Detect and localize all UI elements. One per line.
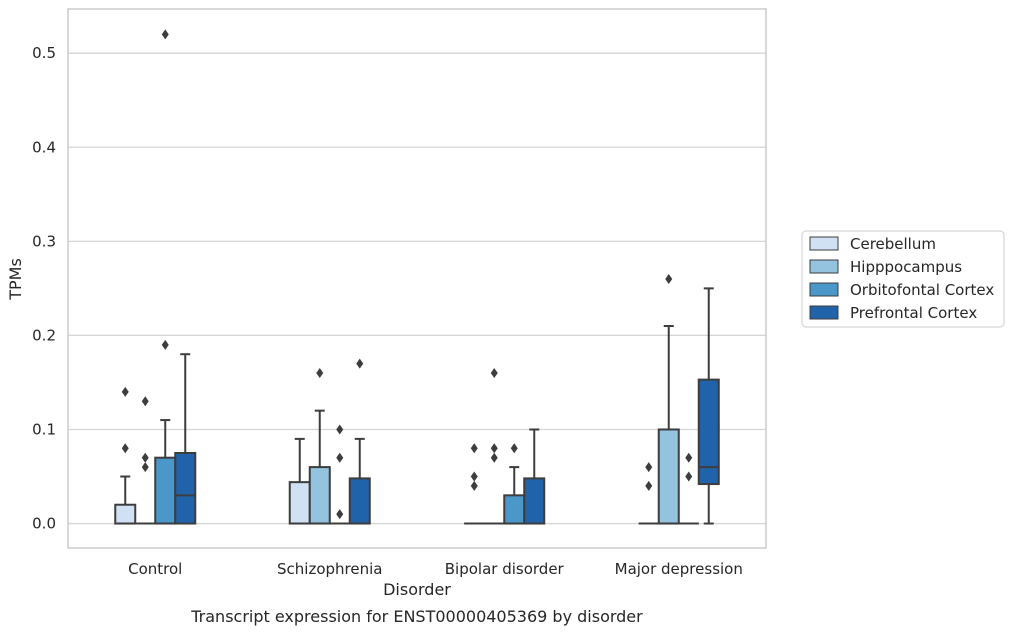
legend-swatch bbox=[809, 305, 839, 320]
box-series bbox=[114, 29, 720, 525]
outlier-point bbox=[141, 396, 149, 407]
series-orbitofontal-cortex bbox=[154, 29, 699, 525]
box bbox=[114, 503, 137, 525]
x-tick-label: Major depression bbox=[615, 560, 743, 578]
outlier-point bbox=[336, 424, 344, 435]
y-tick-label: 0.2 bbox=[32, 326, 56, 344]
legend-label: Hipppocampus bbox=[850, 258, 962, 276]
series-cerebellum bbox=[114, 386, 659, 525]
y-axis-ticks: 0.0 0.1 0.2 0.3 0.4 0.5 bbox=[32, 44, 56, 532]
outlier-point bbox=[141, 462, 149, 473]
legend-swatch bbox=[809, 236, 839, 251]
y-tick-label: 0.5 bbox=[32, 44, 56, 62]
box bbox=[697, 378, 720, 486]
legend-label: Cerebellum bbox=[850, 235, 936, 253]
y-axis-label: TPMs bbox=[6, 258, 25, 301]
y-tick-label: 0.0 bbox=[32, 515, 56, 533]
box bbox=[523, 477, 546, 525]
outlier-point bbox=[121, 386, 129, 397]
outlier-point bbox=[141, 452, 149, 463]
outlier-point bbox=[121, 443, 129, 454]
legend-frame bbox=[801, 230, 1005, 328]
x-tick-label: Schizophrenia bbox=[277, 560, 382, 578]
outlier-point bbox=[685, 471, 693, 482]
y-tick-label: 0.4 bbox=[32, 138, 56, 156]
box bbox=[348, 477, 371, 525]
chart-caption: Transcript expression for ENST0000040536… bbox=[190, 607, 643, 626]
outlier-point bbox=[490, 443, 498, 454]
series-prefrontal-cortex bbox=[174, 287, 720, 525]
legend-swatch bbox=[809, 259, 839, 274]
legend-label: Prefrontal Cortex bbox=[850, 304, 977, 322]
outlier-point bbox=[356, 358, 364, 369]
box bbox=[503, 494, 526, 525]
outlier-point bbox=[336, 452, 344, 463]
outlier-point bbox=[470, 443, 478, 454]
outlier-point bbox=[645, 462, 653, 473]
box bbox=[174, 451, 197, 525]
legend-label: Orbitofontal Cortex bbox=[850, 281, 994, 299]
y-tick-label: 0.3 bbox=[32, 232, 56, 250]
legend: Cerebellum Hipppocampus Orbitofontal Corte… bbox=[801, 230, 1005, 328]
x-axis-label: Disorder bbox=[383, 580, 451, 599]
outlier-point bbox=[490, 368, 498, 379]
outlier-point bbox=[470, 471, 478, 482]
series-hipppocampus bbox=[135, 273, 680, 525]
outlier-point bbox=[316, 368, 324, 379]
box bbox=[308, 466, 331, 525]
x-axis-ticks: Control Schizophrenia Bipolar disorder Majo… bbox=[128, 560, 743, 578]
box bbox=[657, 428, 680, 525]
outlier-point bbox=[490, 452, 498, 463]
box bbox=[154, 456, 177, 525]
outlier-point bbox=[685, 452, 693, 463]
x-tick-label: Control bbox=[128, 560, 182, 578]
y-tick-label: 0.1 bbox=[32, 420, 56, 438]
outlier-point bbox=[645, 480, 653, 491]
outlier-point bbox=[470, 480, 478, 491]
legend-swatch bbox=[809, 282, 839, 297]
outlier-point bbox=[510, 443, 518, 454]
outlier-point bbox=[336, 509, 344, 520]
outlier-point bbox=[665, 273, 673, 284]
box bbox=[288, 481, 311, 525]
outlier-point bbox=[161, 339, 169, 350]
outlier-point bbox=[161, 29, 169, 40]
x-tick-label: Bipolar disorder bbox=[445, 560, 565, 578]
plot-frame bbox=[67, 8, 767, 549]
